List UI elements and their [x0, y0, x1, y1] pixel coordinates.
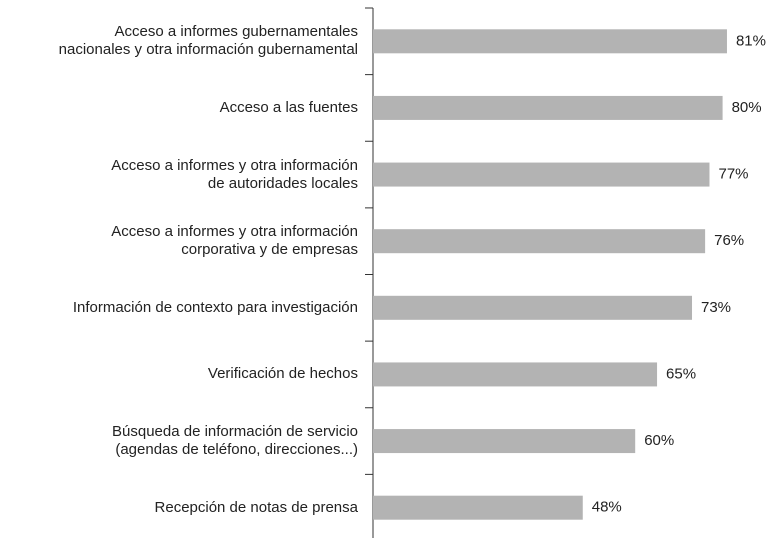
category-label: Búsqueda de información de servicio (age… — [112, 423, 358, 459]
value-label: 73% — [701, 299, 731, 316]
bar — [373, 295, 693, 320]
category-label: Acceso a informes gubernamentales nacion… — [58, 23, 358, 59]
value-label: 65% — [666, 365, 696, 382]
value-label: 48% — [592, 499, 622, 516]
bar — [373, 95, 723, 120]
bar — [373, 495, 583, 520]
value-label: 81% — [736, 32, 766, 49]
category-label: Acceso a informes y otra información de … — [111, 156, 358, 192]
category-label: Recepción de notas de prensa — [154, 498, 358, 516]
category-label: Acceso a las fuentes — [219, 98, 358, 116]
bar — [373, 162, 710, 187]
bar — [373, 362, 658, 387]
value-label: 77% — [718, 166, 748, 183]
value-label: 76% — [714, 232, 744, 249]
category-label: Información de contexto para investigaci… — [72, 298, 358, 316]
value-label: 60% — [644, 432, 674, 449]
category-label: Verificación de hechos — [207, 365, 358, 383]
category-label: Acceso a informes y otra información cor… — [111, 223, 358, 259]
bar — [373, 29, 727, 54]
bar — [373, 229, 706, 254]
value-label: 80% — [732, 99, 762, 116]
bar — [373, 429, 636, 454]
